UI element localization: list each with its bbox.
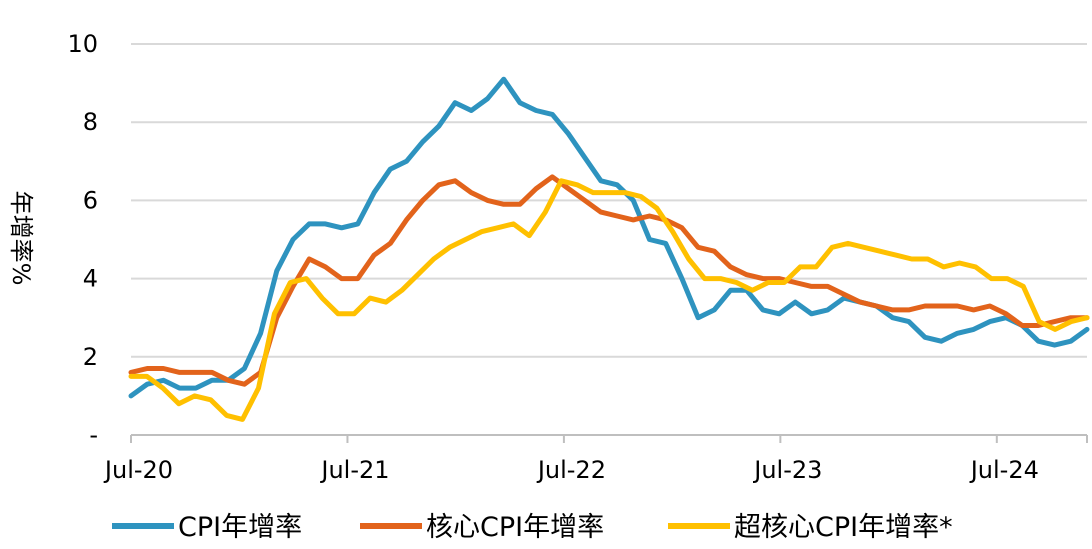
y-tick-label: 8	[83, 108, 98, 136]
legend-item: 超核心CPI年增率*	[668, 512, 953, 543]
y-tick-label: 6	[83, 186, 98, 214]
x-axis-ticks: Jul-20 Jul-21 Jul-22 Jul-23 Jul-24	[103, 435, 1088, 484]
series-line	[128, 178, 1090, 422]
series-lines	[128, 76, 1090, 422]
x-tick-label: Jul-22	[536, 456, 606, 484]
legend-item: 核心CPI年增率	[360, 512, 604, 543]
x-tick-label: Jul-20	[103, 456, 173, 484]
y-tick-label: 2	[83, 343, 98, 371]
legend-label: 核心CPI年增率	[426, 512, 604, 543]
series-1	[128, 76, 1090, 399]
y-tick-label: -	[89, 421, 98, 449]
series-2	[128, 174, 1090, 387]
y-tick-label: 4	[83, 265, 98, 293]
y-axis-ticks: - 2 4 6 8 10	[67, 30, 98, 449]
series-line	[128, 174, 1090, 387]
legend-item: CPI年增率	[112, 512, 302, 543]
legend-label: CPI年增率	[178, 512, 302, 543]
y-axis-title: 年增率%	[7, 191, 35, 286]
x-tick-label: Jul-23	[752, 456, 822, 484]
series-3	[128, 178, 1090, 422]
legend: CPI年增率 核心CPI年增率 超核心CPI年增率*	[112, 512, 953, 543]
x-tick-label: Jul-24	[969, 456, 1039, 484]
x-tick-label: Jul-21	[319, 456, 389, 484]
y-tick-label: 10	[67, 30, 98, 58]
legend-label: 超核心CPI年增率*	[734, 512, 953, 543]
gridlines	[131, 43, 1087, 358]
series-line	[128, 76, 1090, 399]
